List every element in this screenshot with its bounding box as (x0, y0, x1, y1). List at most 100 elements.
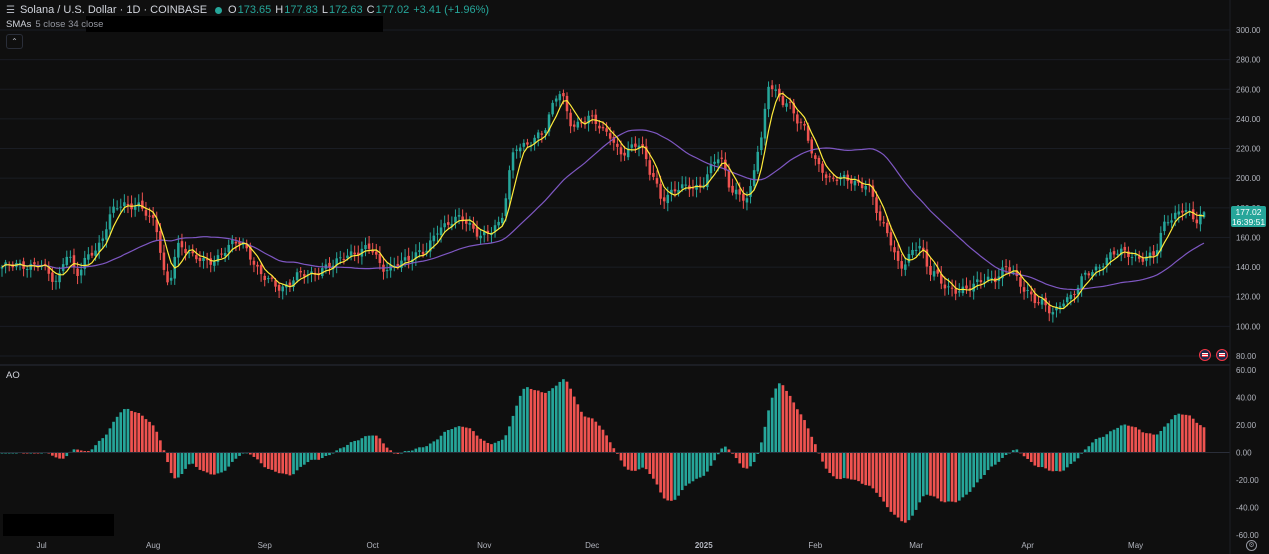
ao-indicator-label[interactable]: AO (6, 370, 20, 381)
candle-body (508, 170, 511, 200)
price-axis[interactable]: 300.00280.00260.00240.00220.00200.00180.… (1236, 26, 1261, 361)
ao-bar (612, 448, 616, 453)
ao-bar (288, 452, 292, 476)
ao-bar (1109, 431, 1112, 453)
candle-body (1170, 220, 1173, 223)
sma-indicator-args: 5 close 34 close (35, 19, 104, 30)
ao-tick-label: 20.00 (1236, 421, 1257, 430)
candle-body (33, 262, 36, 265)
candle-body (205, 259, 209, 261)
candle-body (634, 143, 637, 147)
ao-bar (1195, 422, 1199, 453)
ao-bar (921, 452, 925, 497)
ao-bar (1123, 424, 1127, 453)
ao-bar (993, 452, 997, 465)
candle-body (1148, 252, 1152, 259)
ao-bar (857, 452, 860, 482)
candle-body (518, 147, 522, 152)
ao-bar (871, 452, 875, 489)
candle-body (493, 225, 497, 232)
ao-bar (670, 452, 673, 501)
ao-bar (302, 452, 306, 465)
candle-body (468, 222, 472, 225)
ao-bar (1055, 452, 1058, 472)
ao-tick-label: -20.00 (1236, 476, 1259, 485)
candle-body (133, 205, 137, 210)
ao-bar (619, 452, 623, 461)
candle-body (558, 94, 562, 101)
candle-body (1105, 257, 1109, 266)
ao-bar (752, 452, 756, 462)
ao-histogram (0, 379, 1230, 523)
candle-body (850, 179, 853, 184)
candle-body (691, 187, 695, 189)
ao-bar (1026, 452, 1030, 459)
ao-bar (133, 412, 137, 453)
time-axis[interactable]: Jul Aug Sep Oct Nov Dec 2025 Feb Mar Apr May (36, 541, 1143, 550)
candle-body (321, 268, 324, 277)
candle-body (583, 121, 587, 123)
ao-bar (1159, 430, 1163, 453)
ao-bar (885, 452, 889, 508)
sma-indicator-legend[interactable]: SMAs 5 close 34 close (6, 19, 103, 30)
ao-bar (774, 388, 778, 453)
us-flag-event-icon[interactable] (1216, 349, 1228, 361)
candle-body (51, 272, 54, 282)
candle-body (1022, 287, 1026, 292)
ao-bar (518, 395, 522, 453)
ao-bar (1087, 446, 1091, 453)
ao-bar (162, 450, 166, 453)
candle-body (936, 269, 939, 274)
ao-bar (1062, 452, 1066, 471)
candle-body (151, 215, 155, 218)
candle-body (1047, 305, 1051, 314)
ao-bar (659, 452, 662, 493)
candle-body (979, 280, 983, 283)
candle-body (796, 114, 799, 124)
hamburger-icon[interactable]: ☰ (6, 4, 15, 16)
candle-body (1029, 291, 1033, 295)
candle-body (551, 102, 554, 115)
price-tick-label: 140.00 (1236, 263, 1261, 272)
ao-bar (738, 452, 742, 464)
ao-bar (1202, 427, 1206, 453)
symbol-title[interactable]: Solana / U.S. Dollar · 1D · COINBASE (19, 4, 208, 16)
sma-5-line (1, 92, 1205, 310)
candle-body (907, 253, 911, 263)
ao-bar (1112, 429, 1116, 453)
ao-bar (968, 452, 972, 492)
time-tick-label: Dec (585, 541, 599, 550)
ao-bar (608, 442, 612, 453)
candle-body (983, 281, 986, 283)
candle-body (1055, 306, 1058, 311)
candle-body (101, 238, 105, 241)
ao-bar (695, 452, 698, 479)
ao-axis[interactable]: 60.00 40.00 20.00 0.00 -20.00 -40.00 -60.00 (1236, 366, 1259, 540)
ao-bar (353, 440, 357, 453)
ao-bar (346, 444, 349, 453)
candle-body (213, 261, 216, 266)
ao-bar (673, 452, 677, 500)
candle-body (259, 265, 263, 275)
candle-body (87, 254, 90, 260)
ao-bar (238, 452, 241, 456)
candle-body (195, 255, 198, 260)
collapse-legend-button[interactable]: ⌃ (6, 34, 23, 49)
ao-bar (713, 452, 716, 461)
ao-bar (464, 427, 468, 453)
ao-bar (526, 387, 529, 453)
candle-body (565, 95, 569, 112)
candle-body (774, 89, 778, 91)
ao-bar (565, 381, 569, 453)
gear-icon[interactable]: ⚙ (1246, 540, 1257, 551)
ao-bar (925, 452, 929, 495)
candle-body (511, 152, 515, 171)
price-tick-label: 220.00 (1236, 145, 1261, 154)
ao-bar (896, 452, 900, 518)
us-flag-event-icon[interactable] (1199, 349, 1211, 361)
sma-indicator-label[interactable]: SMAs (6, 19, 32, 30)
candle-body (461, 216, 464, 222)
ao-bar (1191, 418, 1195, 453)
ao-bar (680, 452, 684, 491)
